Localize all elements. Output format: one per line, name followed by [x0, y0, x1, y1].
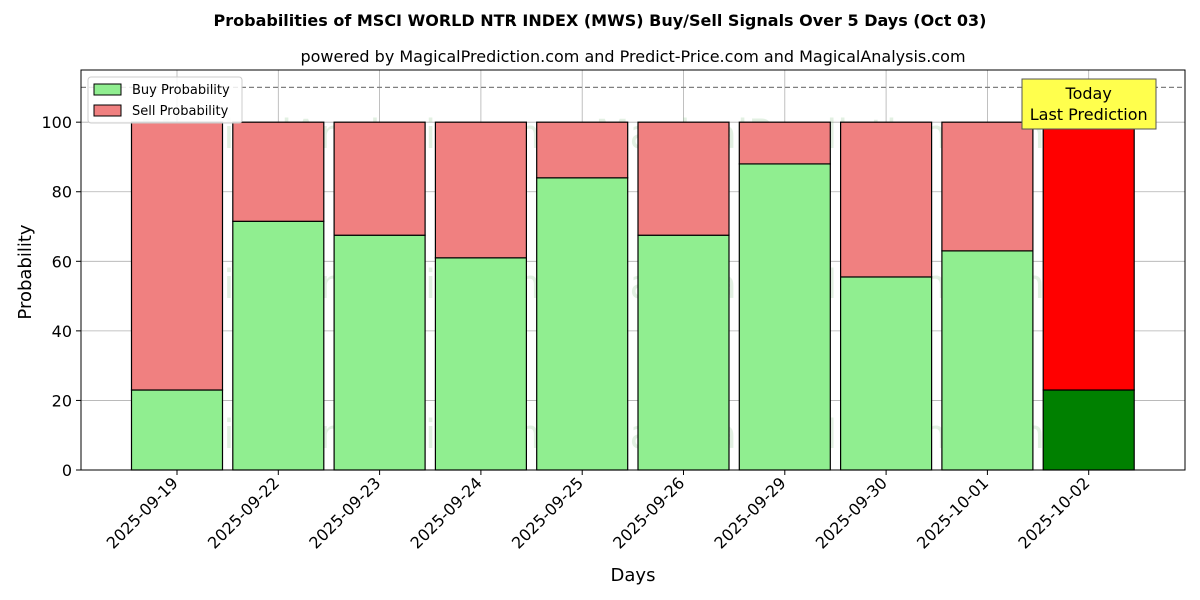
legend-box [87, 76, 243, 124]
x-tick-label: 2025-10-01 [913, 473, 992, 552]
buy-bar [839, 276, 933, 471]
buy-bar [941, 250, 1034, 471]
sell-bar [333, 121, 426, 236]
sell-bar [637, 121, 730, 236]
x-tick-label: 2025-09-30 [812, 473, 891, 552]
legend-label: Sell Probability [132, 104, 229, 119]
buy-bar [637, 234, 730, 471]
annotation-background [1021, 78, 1157, 130]
sell-bar [130, 121, 224, 391]
sell-bar [232, 121, 325, 222]
chart-subtitle: powered by MagicalPrediction.com and Pre… [300, 47, 965, 66]
x-tick-label: 2025-09-25 [508, 473, 587, 552]
annotation-line: Last Prediction [1030, 105, 1148, 124]
sell-bar [839, 121, 933, 278]
x-tick-label: 2025-09-26 [609, 473, 688, 552]
y-axis-label: Probability [15, 224, 36, 319]
y-tick-label: 60 [52, 252, 72, 271]
plot-frame [80, 69, 1186, 471]
buy-bar [738, 163, 831, 471]
x-tick-label: 2025-09-23 [305, 473, 384, 552]
buy-bar [232, 220, 325, 471]
sell-bar [1042, 121, 1135, 391]
x-axis-label: Days [611, 565, 656, 586]
buy-bar [536, 177, 629, 471]
buy-bar [333, 234, 426, 471]
buy-bar [434, 257, 527, 471]
y-tick-label: 80 [52, 183, 72, 202]
x-tick-label: 2025-09-29 [710, 473, 789, 552]
legend-swatch [93, 83, 122, 96]
buy-bar [130, 389, 224, 471]
y-tick-label: 0 [62, 461, 72, 480]
sell-bar [536, 121, 629, 179]
y-tick-label: 40 [52, 322, 72, 341]
buy-bar [1042, 389, 1135, 471]
sell-bar [941, 121, 1034, 252]
legend: Buy Probability Sell Probability [87, 76, 243, 124]
sell-bar [738, 121, 831, 165]
legend-label: Buy Probability [132, 83, 230, 98]
annotation-box: Today Last Prediction [1021, 78, 1157, 130]
x-tick-label: 2025-09-19 [103, 473, 182, 552]
y-tick-label: 20 [52, 391, 72, 410]
bars [81, 86, 1185, 471]
annotation-line: Today [1065, 84, 1112, 103]
x-tick-label: 2025-09-22 [204, 473, 283, 552]
legend-swatch [93, 104, 122, 117]
x-tick-label: 2025-09-24 [407, 473, 486, 552]
sell-bar [434, 121, 527, 259]
x-tick-label: 2025-10-02 [1014, 473, 1093, 552]
chart-title: Probabilities of MSCI WORLD NTR INDEX (M… [214, 11, 987, 30]
y-tick-label: 100 [41, 113, 72, 132]
